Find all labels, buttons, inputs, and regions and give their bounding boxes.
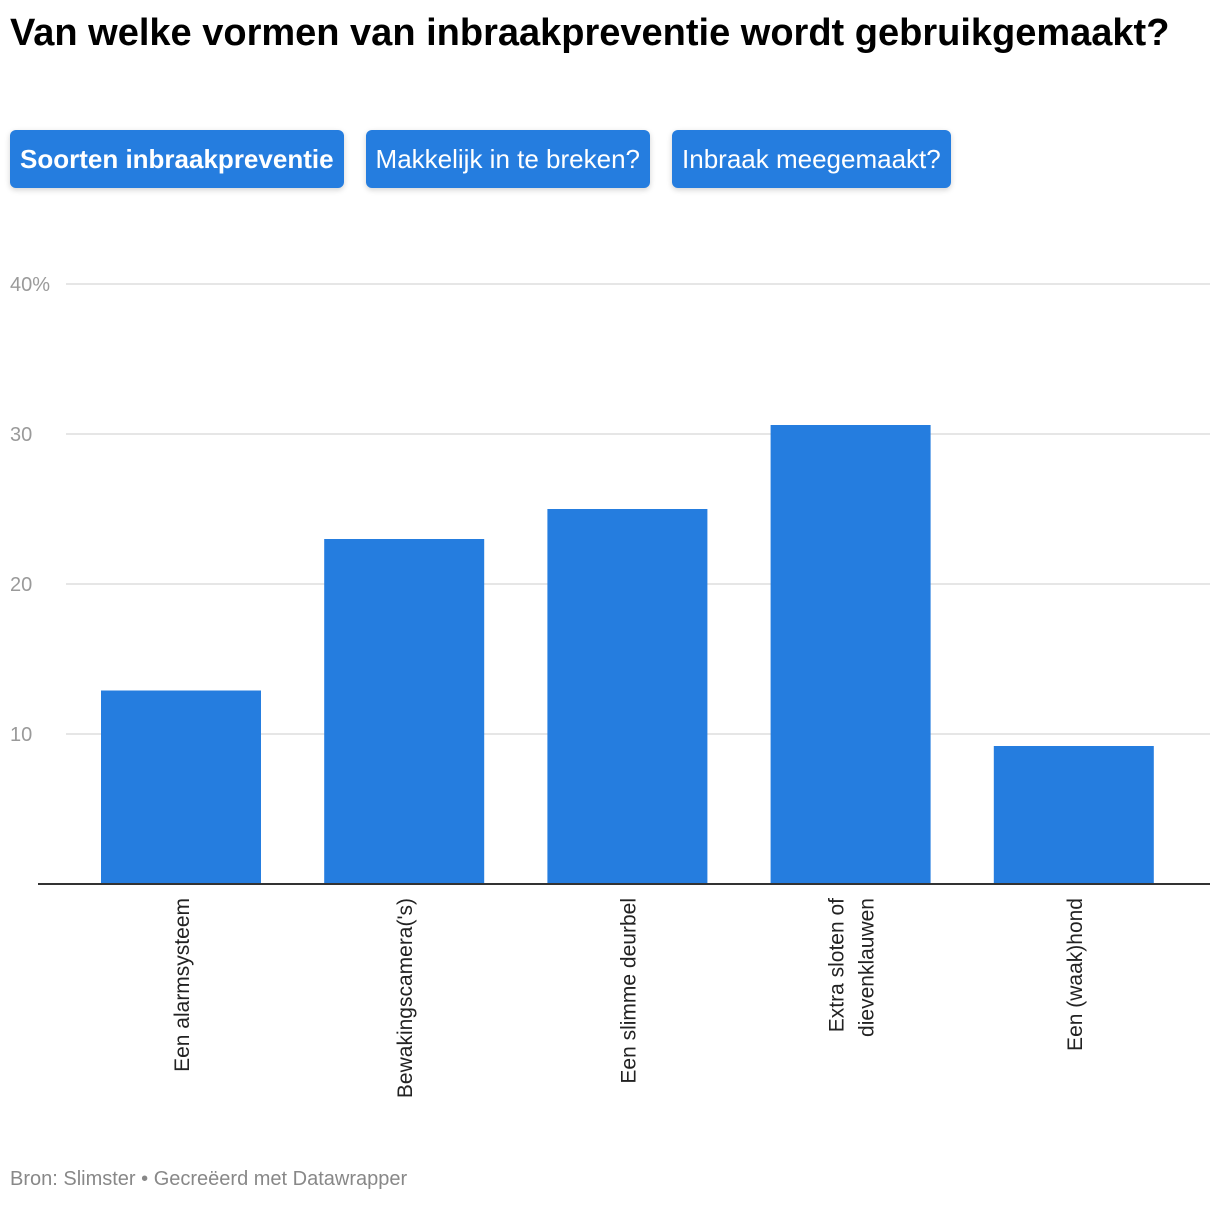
x-category-label: Een slimme deurbel xyxy=(617,898,640,1084)
bar xyxy=(770,425,931,884)
source-footer: Bron: Slimster • Gecreëerd met Datawrapp… xyxy=(10,1168,408,1190)
x-category-label: Een (waak)hond xyxy=(1064,898,1087,1051)
bar xyxy=(101,690,261,884)
x-category-label: Bewakingscamera('s) xyxy=(394,898,417,1098)
y-tick-label: 40% xyxy=(10,274,50,296)
x-category-label: dievenklauwen xyxy=(856,898,879,1037)
x-category-label: Extra sloten of xyxy=(826,898,849,1032)
y-tick-label: 10 xyxy=(10,724,32,746)
tab-soorten-inbraakpreventie[interactable]: Soorten inbraakpreventie xyxy=(10,130,344,188)
y-tick-label: 20 xyxy=(10,574,32,596)
tab-makkelijk-in-te-breken[interactable]: Makkelijk in te breken? xyxy=(365,130,651,188)
bar xyxy=(324,539,485,884)
bar xyxy=(993,746,1154,884)
tab-bar: Soorten inbraakpreventie Makkelijk in te… xyxy=(10,130,951,188)
tab-inbraak-meegemaakt[interactable]: Inbraak meegemaakt? xyxy=(672,130,951,188)
y-tick-label: 30 xyxy=(10,424,32,446)
chart-title: Van welke vormen van inbraakpreventie wo… xyxy=(10,12,1170,54)
bar xyxy=(547,509,708,884)
x-category-label: Een alarmsysteem xyxy=(171,898,194,1072)
bar-chart: 10 20 30 40% Een alarmsysteem Bewakingscamera… xyxy=(10,274,1210,1098)
